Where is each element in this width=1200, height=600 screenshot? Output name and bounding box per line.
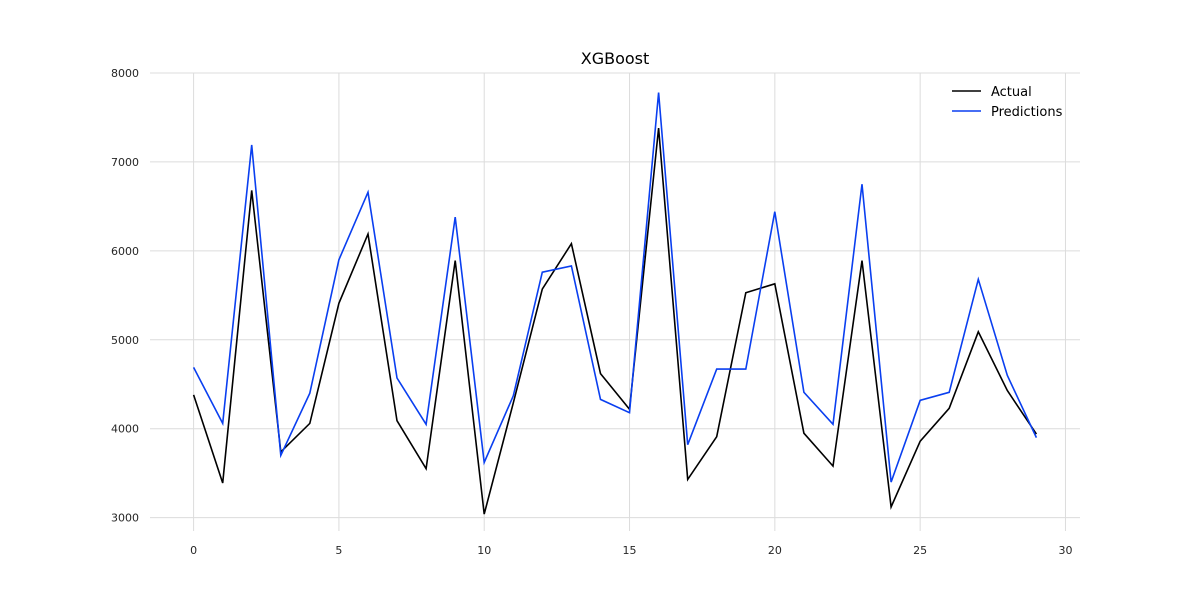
x-axis-ticks: 0 5 10 15 20 25 30 <box>190 544 1072 557</box>
x-tick-label: 5 <box>335 544 342 557</box>
y-axis-ticks: 3000 4000 5000 6000 7000 8000 <box>111 67 139 525</box>
x-tick-label: 15 <box>623 544 637 557</box>
y-tick-label: 4000 <box>111 423 139 436</box>
legend-label: Actual <box>991 85 1032 100</box>
legend-label: Predictions <box>991 105 1063 120</box>
y-tick-label: 6000 <box>111 245 139 258</box>
legend: Actual Predictions <box>952 85 1063 120</box>
grid <box>150 72 1080 531</box>
x-tick-label: 20 <box>768 544 782 557</box>
y-tick-label: 8000 <box>111 67 139 80</box>
series-line-actual <box>192 128 1038 515</box>
x-tick-label: 25 <box>913 544 927 557</box>
y-tick-label: 5000 <box>111 334 139 347</box>
y-tick-label: 3000 <box>111 512 139 525</box>
series-lines <box>192 92 1038 515</box>
y-tick-label: 7000 <box>111 156 139 169</box>
series-line-predictions <box>192 92 1038 483</box>
x-tick-label: 10 <box>477 544 491 557</box>
x-tick-label: 30 <box>1058 544 1072 557</box>
x-tick-label: 0 <box>190 544 197 557</box>
chart-title: XGBoost <box>581 49 650 68</box>
